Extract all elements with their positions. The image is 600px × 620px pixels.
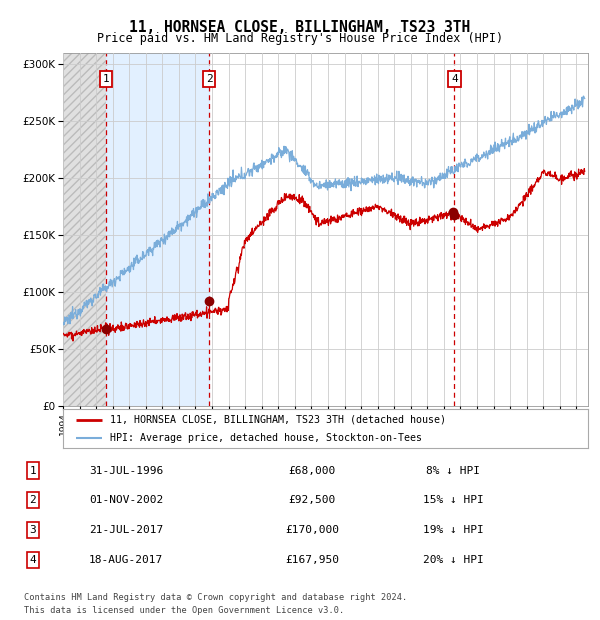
Text: Price paid vs. HM Land Registry's House Price Index (HPI): Price paid vs. HM Land Registry's House … [97,32,503,45]
Text: This data is licensed under the Open Government Licence v3.0.: This data is licensed under the Open Gov… [24,606,344,614]
Text: £92,500: £92,500 [289,495,335,505]
Text: 01-NOV-2002: 01-NOV-2002 [89,495,163,505]
Text: 31-JUL-1996: 31-JUL-1996 [89,466,163,476]
Text: 1: 1 [103,74,109,84]
Bar [63,53,106,406]
Text: 4: 4 [451,74,458,84]
Text: £167,950: £167,950 [285,555,339,565]
Text: 3: 3 [29,525,37,535]
Text: 15% ↓ HPI: 15% ↓ HPI [422,495,484,505]
Text: 2: 2 [206,74,212,84]
Text: Contains HM Land Registry data © Crown copyright and database right 2024.: Contains HM Land Registry data © Crown c… [24,593,407,601]
Text: 19% ↓ HPI: 19% ↓ HPI [422,525,484,535]
Text: £170,000: £170,000 [285,525,339,535]
Text: 11, HORNSEA CLOSE, BILLINGHAM, TS23 3TH: 11, HORNSEA CLOSE, BILLINGHAM, TS23 3TH [130,20,470,35]
Text: £68,000: £68,000 [289,466,335,476]
Bar [63,53,106,406]
Text: 8% ↓ HPI: 8% ↓ HPI [426,466,480,476]
Text: 4: 4 [29,555,37,565]
Text: 20% ↓ HPI: 20% ↓ HPI [422,555,484,565]
Bar [106,53,209,406]
Text: 21-JUL-2017: 21-JUL-2017 [89,525,163,535]
Text: 1: 1 [29,466,37,476]
Text: 11, HORNSEA CLOSE, BILLINGHAM, TS23 3TH (detached house): 11, HORNSEA CLOSE, BILLINGHAM, TS23 3TH … [110,415,446,425]
Text: HPI: Average price, detached house, Stockton-on-Tees: HPI: Average price, detached house, Stoc… [110,433,422,443]
Text: 2: 2 [29,495,37,505]
Text: 18-AUG-2017: 18-AUG-2017 [89,555,163,565]
